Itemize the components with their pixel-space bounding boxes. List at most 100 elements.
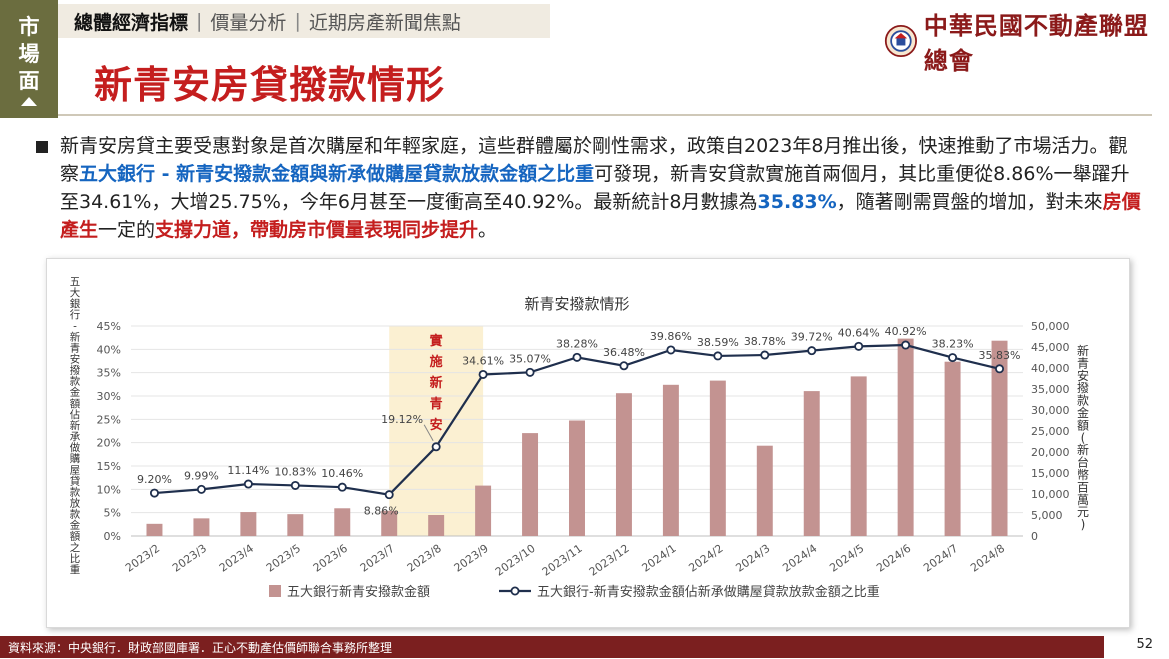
data-label: 36.48%: [603, 346, 645, 359]
footer: 資料來源：中央銀行．財政部國庫署．正心不動產估價師聯合事務所整理: [0, 636, 1104, 658]
nav-item[interactable]: 近期房產新聞焦點: [308, 11, 461, 34]
line-point: [243, 479, 253, 489]
line-point: [713, 351, 723, 361]
data-label: 40.64%: [838, 326, 880, 339]
bullet-icon: [36, 141, 48, 153]
right-axis-title: 撥: [1077, 380, 1089, 395]
line-point: [760, 350, 770, 360]
highlight-band: [389, 326, 484, 536]
right-tick-label: 15,000: [1031, 467, 1070, 480]
nav-item-active[interactable]: 總體經濟指標: [74, 11, 189, 34]
data-label: 38.23%: [932, 338, 974, 351]
x-tick-label: 2023/7: [358, 542, 397, 575]
bar: [428, 515, 445, 536]
left-tick-label: 35%: [97, 367, 121, 380]
line-point: [807, 346, 817, 356]
left-axis-title: 青: [70, 341, 80, 354]
summary-paragraph: 新青安房貸主要受惠對象是首次購屋和年輕家庭，這些群體屬於剛性需求，政策自2023…: [36, 132, 1146, 244]
nav-item[interactable]: 價量分析: [210, 11, 287, 34]
left-axis-title: 款: [70, 485, 81, 498]
line-point: [572, 352, 582, 362]
left-axis-title: 佔: [70, 408, 80, 421]
left-tick-label: 0%: [104, 530, 121, 543]
left-axis-title: 屋: [70, 464, 80, 476]
data-label: 9.99%: [184, 469, 219, 482]
bar: [569, 420, 585, 536]
bar: [991, 340, 1008, 536]
bar: [193, 518, 210, 536]
legend-swatch-point: [510, 586, 520, 596]
right-tick-label: 45,000: [1031, 341, 1070, 354]
seal-icon: [884, 24, 917, 58]
highlight-label: 施: [430, 354, 443, 370]
legend-swatch-bar: [269, 585, 281, 597]
left-axis-title: 五: [70, 276, 80, 288]
right-axis-title: 款: [1077, 394, 1089, 408]
line-point: [337, 482, 347, 492]
x-tick-label: 2024/7: [921, 542, 960, 575]
line-point: [901, 340, 911, 350]
data-label: 11.14%: [227, 464, 269, 477]
bar: [944, 361, 961, 536]
right-axis-title: 金: [1077, 405, 1089, 420]
section-tab-char: 市: [18, 15, 40, 39]
right-axis-title: 萬: [1077, 493, 1089, 507]
top-nav: 總體經濟指標 | 價量分析 | 近期房產新聞焦點: [58, 4, 550, 38]
x-tick-label: 2023/4: [217, 542, 256, 575]
x-tick-label: 2023/11: [540, 542, 585, 579]
left-axis-title: 款: [70, 508, 81, 521]
left-axis-title: 金: [70, 386, 81, 399]
x-tick-label: 2024/5: [827, 542, 866, 575]
right-tick-label: 20,000: [1031, 446, 1070, 459]
bar: [897, 338, 914, 536]
right-axis-title: 百: [1077, 480, 1089, 494]
x-tick-label: 2023/10: [493, 542, 538, 579]
bar: [381, 510, 398, 536]
left-axis-title: 比: [70, 552, 80, 565]
right-axis-title: 青: [1077, 356, 1089, 370]
data-label: 40.92%: [885, 325, 927, 338]
line-point: [666, 345, 676, 355]
data-label: 38.78%: [744, 335, 786, 348]
right-axis-title: 新: [1077, 343, 1089, 358]
left-axis-title: 銀: [70, 297, 81, 310]
logo: 中華民國不動產聯盟總會: [884, 6, 1169, 76]
x-tick-label: 2024/3: [733, 542, 772, 575]
data-label: 19.12%: [381, 413, 423, 426]
highlight-label: 安: [430, 417, 443, 433]
source-note: 資料來源：中央銀行．財政部國庫署．正心不動產估價師聯合事務所整理: [8, 640, 393, 655]
right-tick-label: 40,000: [1031, 362, 1070, 375]
paragraph-text: 可發現，新青安貸款實施首兩個月，其比重便從8.86%一舉躍升至34.61%，大增…: [60, 163, 1130, 213]
data-label: 38.59%: [697, 336, 739, 349]
right-tick-label: 50,000: [1031, 320, 1070, 333]
left-tick-label: 20%: [97, 437, 121, 450]
line-point: [854, 341, 864, 351]
left-tick-label: 5%: [104, 507, 121, 520]
bar: [475, 485, 492, 536]
data-label: 38.28%: [556, 337, 598, 350]
x-tick-label: 2023/2: [123, 542, 162, 575]
data-label: 9.20%: [137, 473, 172, 486]
paragraph-text: 新青安房貸主要受惠對象是首次購屋和年輕家庭，這些群體屬於剛性需求，政策自2023…: [60, 135, 1128, 185]
section-tab-char: 場: [18, 42, 40, 66]
section-tab-char: 面: [18, 69, 40, 93]
line-point: [478, 369, 488, 379]
paragraph-text: 。: [478, 219, 498, 241]
page-number: 52: [1136, 637, 1153, 652]
x-tick-label: 2023/9: [452, 542, 491, 575]
line-point: [384, 490, 394, 500]
right-tick-label: 5,000: [1031, 509, 1063, 522]
data-label: 34.61%: [462, 354, 504, 367]
chart-title: 新青安撥款情形: [524, 295, 629, 313]
data-label: 8.86%: [364, 505, 399, 518]
left-axis-title: 撥: [70, 364, 81, 377]
line-point: [290, 480, 300, 490]
left-tick-label: 25%: [97, 413, 121, 426]
divider: [58, 114, 1152, 116]
bar: [803, 391, 820, 536]
left-tick-label: 45%: [97, 320, 121, 333]
left-tick-label: 15%: [97, 460, 121, 473]
line-point: [431, 442, 441, 452]
highlight-label: 新: [430, 375, 443, 391]
logo-text: 中華民國不動產聯盟總會: [923, 11, 1149, 75]
